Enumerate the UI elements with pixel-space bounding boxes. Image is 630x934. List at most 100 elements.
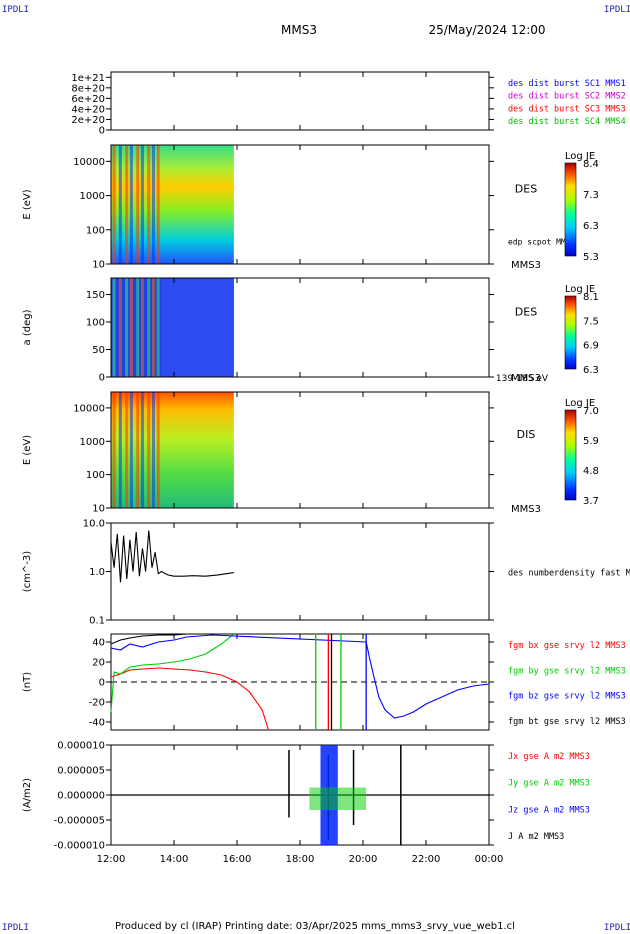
panel3-instrument: DES — [515, 306, 537, 319]
panel6-legend-item: fgm bz gse srvy l2 MMS3 — [508, 692, 626, 702]
panel3-ytick-label: 0 — [99, 373, 105, 384]
panel4-spectrogram — [111, 392, 234, 508]
panel7-legend-item: J A m2 MMS3 — [508, 832, 564, 842]
panel4-stripe — [118, 392, 122, 508]
panel3-ytick-label: 50 — [92, 345, 105, 356]
panel6-panel: 40 20 0 -20 -40 (nT) fgm bx gse srvy l2 MMS3 fg… — [22, 633, 626, 731]
panel7-ylabel: (A/m2) — [22, 778, 33, 812]
panel6-series-0 — [110, 667, 270, 731]
panel4-stripe — [156, 392, 160, 508]
panel3-colorbar-title: Log JE — [565, 284, 595, 295]
corner-label-tr: IPDLI — [604, 5, 630, 15]
panel4-colorbar-title: Log JE — [565, 398, 595, 409]
panel5-frame — [110, 522, 490, 621]
panel2-stripe — [156, 145, 160, 264]
panel5-series-0 — [110, 530, 234, 583]
panel4-instrument: DIS — [517, 428, 536, 441]
panel2-colorbar-label: 6.3 — [583, 221, 599, 232]
panel4-stripe — [136, 392, 140, 508]
panel3-stripe — [147, 278, 151, 377]
panel2-stripe — [147, 145, 151, 264]
panel4-stripe — [129, 392, 133, 508]
panel3-stripe — [156, 278, 160, 377]
panel6-series-2 — [110, 634, 490, 719]
panel6-ytick-label: 20 — [92, 658, 105, 669]
panel5-legend-item: des numberdensity fast M — [508, 569, 630, 579]
panel2-colorbar-label: 7.3 — [583, 190, 599, 201]
panel5-ytick-label: 1.0 — [89, 567, 105, 578]
panel5-ytick-label: 0.1 — [89, 616, 105, 627]
corner-label-bl: IPDLI — [2, 923, 30, 933]
panel4-probe: MMS3 — [511, 504, 541, 515]
panel5-panel: 10.0 1.0 0.1 (cm^-3) des numberdensity fast … — [22, 519, 630, 627]
panel1-legend-item: des dist burst SC1 MMS1 — [508, 79, 626, 89]
panel2-ytick-label: 10000 — [73, 157, 105, 168]
panel4-colorbar-label: 3.7 — [583, 496, 599, 507]
panel2-overlay-label: edp scpot MMS3 — [508, 238, 576, 247]
panel2-panel: 10000 1000 100 10 E (eV) DES MMS3 edp scpot MMS… — [22, 144, 599, 271]
panel2-colorbar-label: 5.3 — [583, 252, 599, 263]
panel4-ylabel: E (eV) — [22, 435, 33, 465]
panel2-ytick-label: 1000 — [80, 191, 105, 202]
panel6-ylabel: (nT) — [22, 672, 33, 692]
panel3-ylabel: a (deg) — [22, 309, 33, 345]
panel3-stripe — [129, 278, 133, 377]
panel2-ytick-label: 100 — [86, 225, 105, 236]
corner-label-br: IPDLI — [604, 923, 630, 933]
panel2-stripe — [112, 145, 116, 264]
panel1-ytick-label: 1e+21 — [71, 73, 105, 84]
panel3-ytick-label: 150 — [86, 290, 105, 301]
panel7-ytick-label: -0.000010 — [54, 841, 105, 852]
panel7-ytick-label: 0.000000 — [57, 791, 105, 802]
panel6-legend-item: fgm bx gse srvy l2 MMS3 — [508, 641, 626, 651]
panel2-stripe — [125, 145, 129, 264]
panel1-ytick-label: 4e+20 — [71, 104, 105, 115]
panel1-ytick-label: 8e+20 — [71, 83, 105, 94]
panel7-ytick-label: 0.000010 — [57, 741, 105, 752]
plot-datetime: 25/May/2024 12:00 — [428, 23, 545, 37]
panel2-ylabel: E (eV) — [22, 189, 33, 219]
panel3-stripe — [140, 278, 144, 377]
panel3-colorbar-label: 8.1 — [583, 292, 599, 303]
panel3-stripe — [125, 278, 129, 377]
panel3-quiet-region — [161, 278, 234, 377]
panel7-ytick-label: -0.000005 — [54, 816, 105, 827]
x-tick-label: 18:00 — [286, 854, 315, 865]
panel4-stripe — [147, 392, 151, 508]
x-tick-label: 00:00 — [475, 854, 504, 865]
corner-label-tl: IPDLI — [2, 5, 30, 15]
panel7-legend-item: Jy gse A m2 MMS3 — [508, 779, 590, 789]
panel3-stripe — [112, 278, 116, 377]
panel6-legend-item: fgm bt gse srvy l2 MMS3 — [508, 717, 626, 727]
panel2-stripe — [136, 145, 140, 264]
x-tick-label: 22:00 — [412, 854, 441, 865]
panel7-panel: 0.000010 0.000005 0.000000 -0.000005 -0.0000… — [22, 741, 590, 866]
panel3-colorbar-label: 7.5 — [583, 316, 599, 327]
panel5-ytick-label: 10.0 — [83, 519, 105, 530]
x-tick-label: 12:00 — [97, 854, 126, 865]
x-tick-label: 20:00 — [349, 854, 378, 865]
panel3-colorbar — [564, 295, 577, 370]
panel1-ytick-label: 2e+20 — [71, 115, 105, 126]
panel4-colorbar — [564, 409, 577, 501]
panel3-stripe — [118, 278, 122, 377]
panel6-ytick-label: -40 — [89, 718, 105, 729]
panel5-ylabel: (cm^-3) — [22, 551, 33, 592]
panel6-legend-item: fgm by gse srvy l2 MMS3 — [508, 666, 626, 676]
panel3-stripe — [151, 278, 155, 377]
panel2-stripe — [140, 145, 144, 264]
panel4-panel: 10000 1000 100 10 E (eV) DIS MMS3 Log JE7.0 5.9 4… — [22, 391, 599, 515]
panel2-colorbar-label: 8.4 — [583, 159, 599, 170]
panel2-stripe — [129, 145, 133, 264]
panel4-stripe — [140, 392, 144, 508]
panel4-stripe — [112, 392, 116, 508]
panel4-ytick-label: 10 — [92, 504, 105, 515]
panel1-frame — [110, 71, 490, 131]
panel7-ytick-label: 0.000005 — [57, 766, 105, 777]
panel7-legend-item: Jx gse A m2 MMS3 — [508, 752, 590, 762]
panel4-colorbar-label: 5.9 — [583, 436, 599, 447]
panel1-ytick-label: 0 — [99, 126, 105, 137]
panel1-legend-item: des dist burst SC4 MMS4 — [508, 117, 626, 127]
footer-credits: Produced by cl (IRAP) Printing date: 03/… — [115, 921, 515, 932]
